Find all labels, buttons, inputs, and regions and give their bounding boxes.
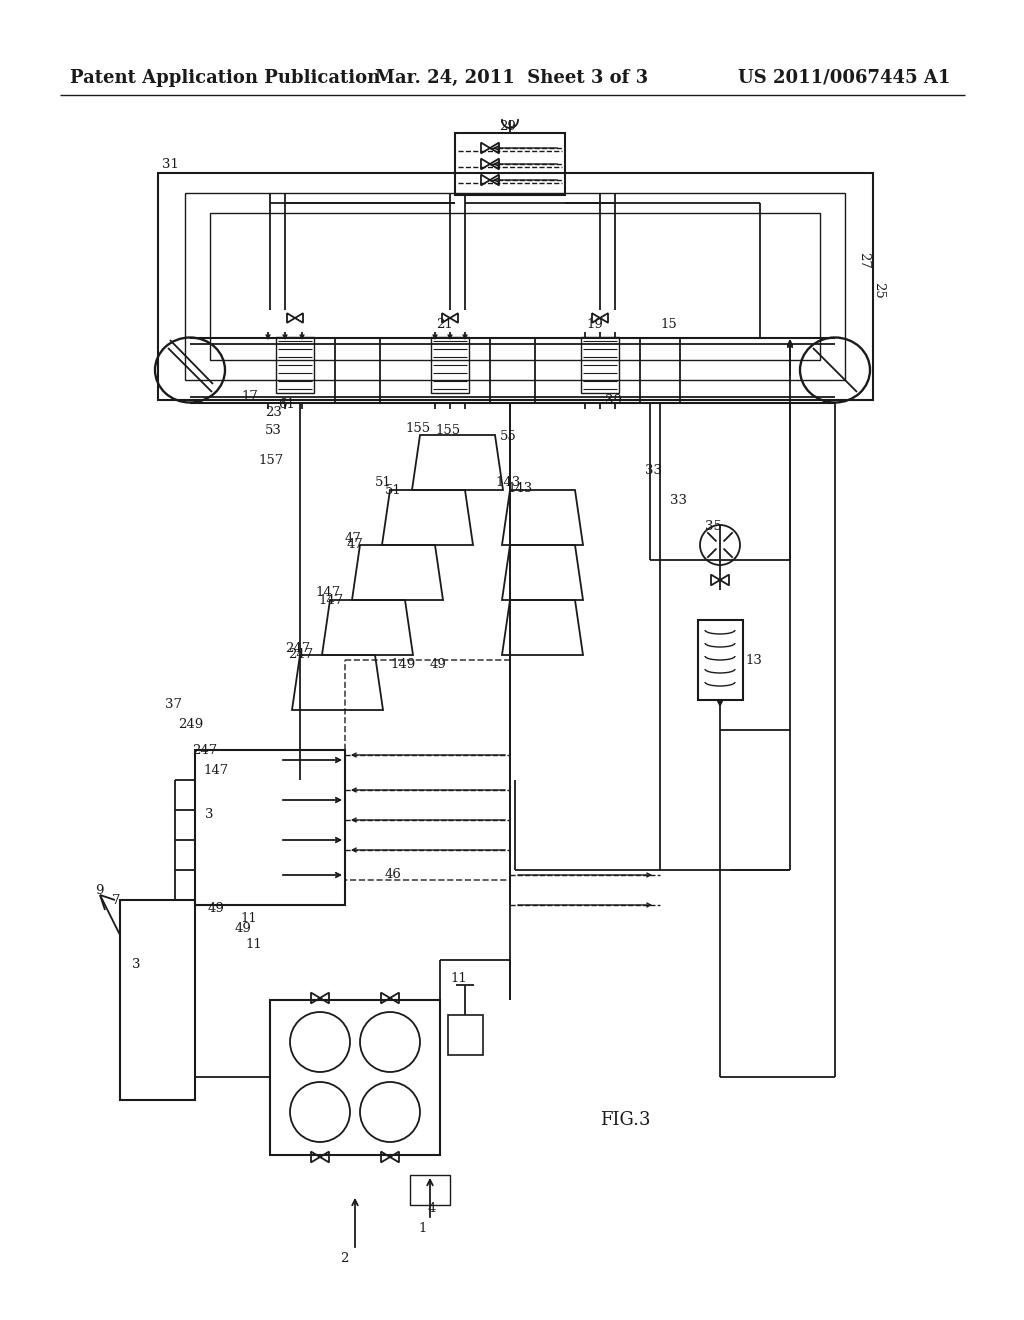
Text: 51: 51	[375, 477, 392, 490]
Text: 53: 53	[265, 424, 282, 437]
Text: 23: 23	[265, 405, 282, 418]
Text: 247: 247	[288, 648, 313, 661]
Text: 11: 11	[450, 972, 467, 985]
Text: 13: 13	[745, 653, 762, 667]
Text: 143: 143	[495, 477, 520, 490]
Text: 147: 147	[315, 586, 340, 599]
Text: 49: 49	[234, 921, 252, 935]
Text: 15: 15	[660, 318, 677, 330]
Text: 55: 55	[500, 430, 517, 444]
Text: 29: 29	[500, 120, 516, 132]
Text: 49: 49	[430, 659, 446, 672]
Bar	[431, 337, 469, 393]
Text: 247: 247	[193, 743, 217, 756]
Text: 1: 1	[418, 1221, 426, 1234]
Text: 3: 3	[205, 808, 213, 821]
Text: 27: 27	[857, 252, 870, 268]
Text: 155: 155	[435, 424, 460, 437]
Bar	[345, 660, 510, 880]
Text: 39: 39	[605, 393, 622, 407]
Text: 157: 157	[258, 454, 284, 466]
Text: 37: 37	[165, 698, 182, 711]
Text: FIG.3: FIG.3	[600, 1111, 650, 1129]
Text: 11: 11	[240, 912, 257, 924]
Text: 61: 61	[278, 399, 295, 412]
Text: 147: 147	[203, 763, 228, 776]
Text: 249: 249	[178, 718, 203, 731]
Text: 11: 11	[245, 939, 262, 952]
Text: 31: 31	[162, 158, 179, 172]
Bar	[581, 337, 618, 393]
Bar	[158, 173, 873, 400]
Text: 147: 147	[318, 594, 343, 606]
Text: 33: 33	[670, 494, 687, 507]
Text: Patent Application Publication: Patent Application Publication	[70, 69, 380, 87]
Bar	[449, 1015, 483, 1055]
Bar	[698, 620, 743, 700]
Bar	[410, 1175, 450, 1205]
Bar	[270, 1001, 440, 1155]
Bar	[455, 133, 565, 195]
Text: 7: 7	[112, 894, 121, 907]
Text: 2: 2	[340, 1251, 348, 1265]
Bar	[210, 213, 820, 360]
Text: 35: 35	[705, 520, 722, 533]
Text: Mar. 24, 2011  Sheet 3 of 3: Mar. 24, 2011 Sheet 3 of 3	[376, 69, 648, 87]
Text: 143: 143	[507, 482, 532, 495]
Bar	[276, 337, 314, 393]
Text: 49: 49	[208, 902, 225, 915]
Text: 247: 247	[285, 642, 310, 655]
Text: 9: 9	[95, 883, 103, 896]
Text: 3: 3	[132, 958, 140, 972]
Bar	[195, 750, 345, 906]
Text: 25: 25	[872, 281, 885, 298]
Text: 19: 19	[586, 318, 603, 330]
Text: 17: 17	[241, 389, 258, 403]
Text: 47: 47	[345, 532, 361, 544]
Text: 46: 46	[385, 869, 401, 882]
Text: 47: 47	[347, 539, 364, 552]
Text: 33: 33	[645, 463, 662, 477]
Text: US 2011/0067445 A1: US 2011/0067445 A1	[737, 69, 950, 87]
Text: 4: 4	[428, 1201, 436, 1214]
Text: 155: 155	[406, 422, 430, 436]
Text: 51: 51	[385, 483, 401, 496]
Bar	[185, 193, 845, 380]
Text: 149: 149	[390, 659, 416, 672]
Text: 21: 21	[436, 318, 453, 330]
Bar	[120, 900, 195, 1100]
